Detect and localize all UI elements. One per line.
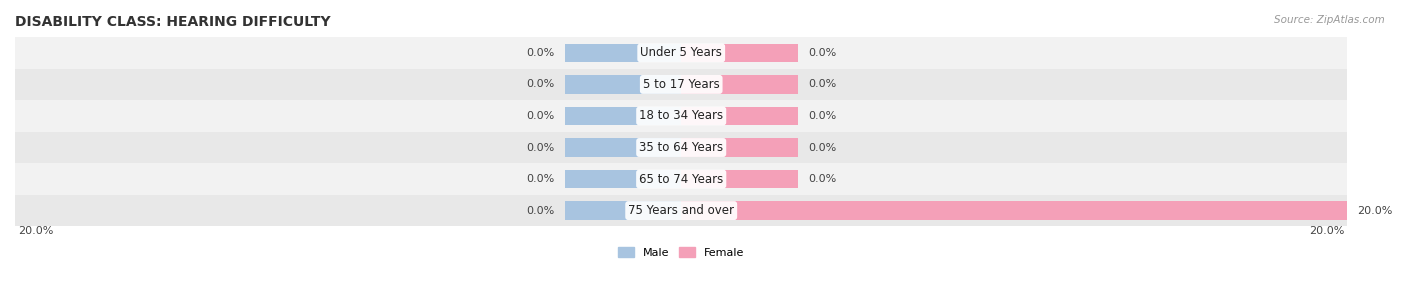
Text: 0.0%: 0.0% xyxy=(526,206,554,216)
Bar xyxy=(565,170,682,188)
Text: 0.0%: 0.0% xyxy=(526,48,554,58)
Text: 5 to 17 Years: 5 to 17 Years xyxy=(643,78,720,91)
Bar xyxy=(565,201,682,220)
Bar xyxy=(15,69,1347,100)
Text: 20.0%: 20.0% xyxy=(18,226,53,236)
Bar xyxy=(15,37,1347,69)
Text: 0.0%: 0.0% xyxy=(526,174,554,184)
Bar xyxy=(565,44,682,62)
Text: 20.0%: 20.0% xyxy=(1309,226,1344,236)
Bar xyxy=(565,138,682,157)
Text: Under 5 Years: Under 5 Years xyxy=(640,47,723,59)
Text: 0.0%: 0.0% xyxy=(526,80,554,89)
Text: 0.0%: 0.0% xyxy=(526,143,554,152)
Text: 20.0%: 20.0% xyxy=(1357,206,1393,216)
Bar xyxy=(15,100,1347,132)
Text: DISABILITY CLASS: HEARING DIFFICULTY: DISABILITY CLASS: HEARING DIFFICULTY xyxy=(15,15,330,29)
Bar xyxy=(15,163,1347,195)
Bar xyxy=(682,44,797,62)
Text: 0.0%: 0.0% xyxy=(526,111,554,121)
Text: 0.0%: 0.0% xyxy=(808,111,837,121)
Text: 0.0%: 0.0% xyxy=(808,48,837,58)
Text: 18 to 34 Years: 18 to 34 Years xyxy=(640,110,723,122)
Legend: Male, Female: Male, Female xyxy=(613,243,749,263)
Bar xyxy=(565,75,682,94)
Bar xyxy=(565,107,682,125)
Text: 0.0%: 0.0% xyxy=(808,174,837,184)
Bar xyxy=(15,132,1347,163)
Bar xyxy=(682,75,797,94)
Text: Source: ZipAtlas.com: Source: ZipAtlas.com xyxy=(1274,15,1385,25)
Bar xyxy=(682,107,797,125)
Text: 0.0%: 0.0% xyxy=(808,80,837,89)
Text: 35 to 64 Years: 35 to 64 Years xyxy=(640,141,723,154)
Bar xyxy=(682,138,797,157)
Text: 0.0%: 0.0% xyxy=(808,143,837,152)
Bar xyxy=(15,195,1347,226)
Text: 65 to 74 Years: 65 to 74 Years xyxy=(640,173,723,185)
Bar xyxy=(682,170,797,188)
Text: 75 Years and over: 75 Years and over xyxy=(628,204,734,217)
Bar xyxy=(682,201,1347,220)
